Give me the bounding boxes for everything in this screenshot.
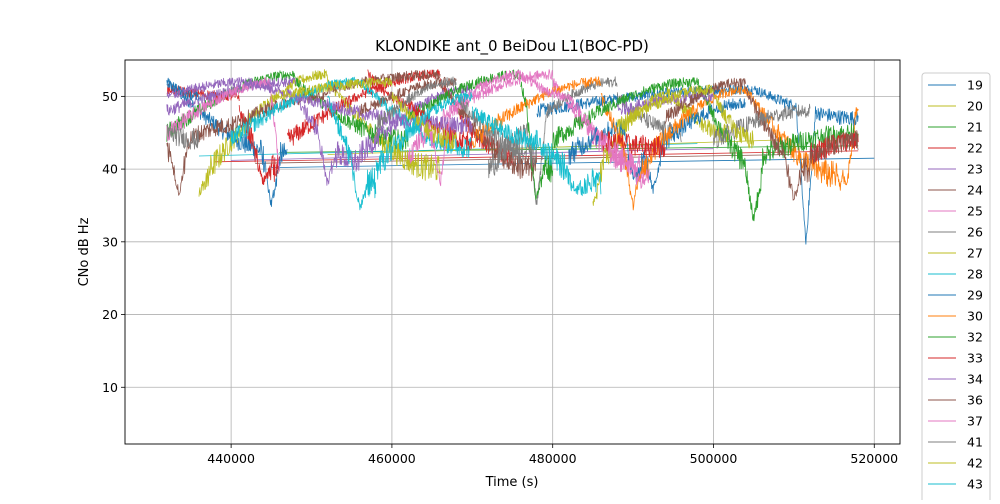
chart-title: KLONDIKE ant_0 BeiDou L1(BOC-PD) xyxy=(375,37,649,56)
legend-label: 21 xyxy=(967,120,983,135)
legend-label: 24 xyxy=(967,183,983,198)
series-33-segment xyxy=(600,129,666,159)
series-32-segment xyxy=(552,77,698,150)
series-29-segment xyxy=(632,98,746,194)
series-42-segment xyxy=(279,77,393,100)
series-43-segment xyxy=(375,91,473,180)
x-tick-label: 520000 xyxy=(850,451,898,466)
series-42-trace xyxy=(279,77,755,150)
legend-label: 26 xyxy=(967,225,983,240)
y-tick-label: 50 xyxy=(102,89,118,104)
x-tick-label: 480000 xyxy=(529,451,577,466)
legend-entry-37: 37 xyxy=(928,414,983,429)
series-41-segment xyxy=(455,93,537,166)
legend-entry-29: 29 xyxy=(928,288,983,303)
legend-entry-28: 28 xyxy=(928,267,983,282)
data-series xyxy=(166,69,875,245)
legend-label: 37 xyxy=(967,414,983,429)
series-20-segment xyxy=(198,69,328,197)
series-43-segment xyxy=(471,106,537,151)
legend-label: 20 xyxy=(967,99,983,114)
legend-label: 27 xyxy=(967,246,983,261)
y-tick-label: 30 xyxy=(102,234,118,249)
legend-label: 34 xyxy=(967,372,983,387)
series-25-segment xyxy=(166,77,280,172)
legend-label: 19 xyxy=(967,78,983,93)
legend: 19 20 21 22 23 24 25 26 27 28 29 30 32 33 34 36 37 41 42 43… xyxy=(921,72,991,501)
y-axis-label: CNo dB Hz xyxy=(77,217,92,286)
legend-entry-36: 36 xyxy=(928,393,983,408)
y-tick-label: 10 xyxy=(102,380,118,395)
x-tick-label: 460000 xyxy=(368,451,416,466)
axis-ticks: 440000 460000 480000 500000 520000 10 20 30 40 50 xyxy=(102,89,898,466)
series-25-segment xyxy=(439,69,554,125)
series-24-segment xyxy=(327,69,441,95)
y-tick-label: 20 xyxy=(102,307,118,322)
series-36-segment xyxy=(745,86,811,201)
legend-entry-25: 25 xyxy=(928,204,983,219)
y-tick-label: 40 xyxy=(102,162,118,177)
series-26-segment xyxy=(488,76,618,205)
legend-entry-33: 33 xyxy=(928,351,983,366)
series-41-trace xyxy=(375,76,811,166)
series-42-segment xyxy=(391,92,457,150)
series-34-segment xyxy=(166,76,248,99)
legend-label: 43 xyxy=(967,477,983,492)
legend-label: 44 xyxy=(967,498,983,501)
legend-entry-23: 23 xyxy=(928,162,983,177)
legend-label: 41 xyxy=(967,435,983,450)
legend-label: 42 xyxy=(967,456,983,471)
series-42-segment xyxy=(713,94,755,149)
legend-entry-32: 32 xyxy=(928,330,983,345)
legend-entry-43: 43 xyxy=(928,477,983,492)
legend-label: 29 xyxy=(967,288,983,303)
legend-entry-34: 34 xyxy=(928,372,983,387)
series-37-segment xyxy=(520,71,570,101)
legend-frame xyxy=(921,72,991,500)
legend-entry-21: 21 xyxy=(928,120,983,135)
series-19-segment xyxy=(753,85,859,245)
series-37-segment xyxy=(568,94,650,189)
series-connector xyxy=(231,148,714,161)
series-41-segment xyxy=(375,76,457,133)
series-42-segment xyxy=(616,84,714,131)
legend-label: 25 xyxy=(967,204,983,219)
series-43-segment xyxy=(327,95,377,211)
series-connector xyxy=(271,157,875,168)
series-43-segment xyxy=(536,130,602,197)
legend-label: 33 xyxy=(967,351,983,366)
legend-entry-42: 42 xyxy=(928,456,983,471)
legend-label: 30 xyxy=(967,309,983,324)
x-tick-label: 440000 xyxy=(207,451,255,466)
series-30-segment xyxy=(841,107,859,186)
legend-label: 32 xyxy=(967,330,983,345)
series-30-segment xyxy=(648,83,746,165)
legend-entry-27: 27 xyxy=(928,246,983,261)
legend-label: 22 xyxy=(967,141,983,156)
legend-entry-22: 22 xyxy=(928,141,983,156)
series-32-segment xyxy=(520,81,554,200)
series-41-segment xyxy=(713,103,811,149)
series-43-trace xyxy=(327,91,602,211)
legend-label: 23 xyxy=(967,162,983,177)
series-23-segment xyxy=(359,83,473,164)
legend-label: 28 xyxy=(967,267,983,282)
legend-entry-41: 41 xyxy=(928,435,983,450)
legend-label: 36 xyxy=(967,393,983,408)
legend-entry-30: 30 xyxy=(928,309,983,324)
legend-entry-24: 24 xyxy=(928,183,983,198)
series-26-segment xyxy=(166,124,200,150)
plot-frame xyxy=(124,59,901,445)
series-19-segment xyxy=(166,77,288,208)
x-tick-label: 500000 xyxy=(690,451,738,466)
x-axis-label: Time (s) xyxy=(485,475,539,490)
legend-entry-20: 20 xyxy=(928,99,983,114)
legend-entry-44: 44 xyxy=(967,498,983,501)
legend-entry-26: 26 xyxy=(928,225,983,240)
series-36-segment xyxy=(809,130,859,164)
legend-entry-19: 19 xyxy=(928,78,983,93)
